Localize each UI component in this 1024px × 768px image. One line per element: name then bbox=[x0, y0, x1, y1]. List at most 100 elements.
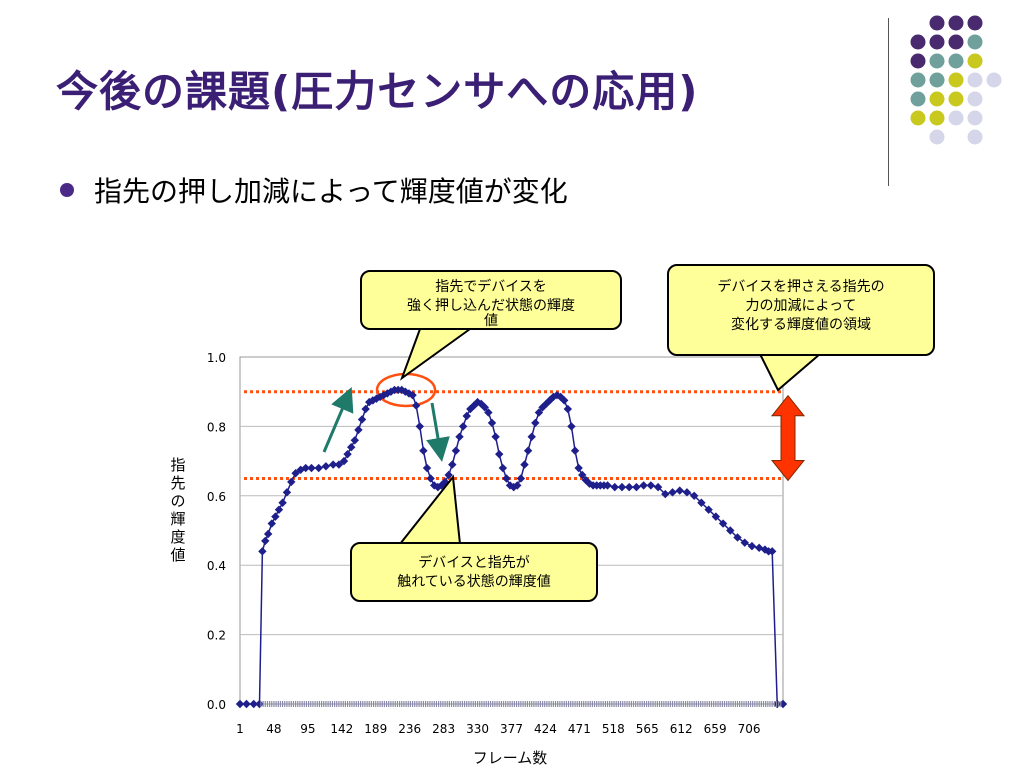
baseline-tick-mark bbox=[422, 701, 425, 707]
fall-arrow-icon bbox=[426, 402, 450, 462]
baseline-tick-mark bbox=[431, 701, 433, 707]
x-tick-label: 659 bbox=[704, 722, 727, 736]
x-tick-label: 706 bbox=[738, 722, 761, 736]
baseline-tick-mark bbox=[286, 701, 288, 707]
baseline-tick-mark bbox=[323, 701, 325, 707]
baseline-tick-mark bbox=[288, 701, 290, 707]
data-point bbox=[484, 408, 493, 417]
baseline-tick-mark bbox=[598, 701, 600, 707]
bullet-dot-icon bbox=[60, 183, 74, 197]
baseline-tick-mark bbox=[290, 701, 292, 707]
data-point bbox=[411, 401, 421, 410]
baseline-tick-mark bbox=[762, 701, 765, 707]
baseline-tick-mark bbox=[700, 701, 702, 707]
data-point bbox=[346, 443, 356, 452]
baseline-tick-mark bbox=[648, 701, 650, 707]
baseline-tick-mark bbox=[578, 701, 580, 707]
series-segment bbox=[570, 426, 576, 451]
baseline-tick-mark bbox=[715, 701, 717, 707]
data-point bbox=[567, 422, 576, 431]
baseline-tick-mark bbox=[639, 701, 641, 707]
baseline-tick-mark bbox=[628, 701, 630, 707]
baseline-tick-mark bbox=[507, 701, 509, 707]
baseline-tick-mark bbox=[756, 701, 758, 707]
data-point bbox=[632, 482, 641, 492]
baseline-tick-mark bbox=[561, 701, 563, 707]
baseline-tick-mark bbox=[505, 701, 507, 707]
baseline-tick-mark bbox=[752, 701, 754, 707]
baseline-tick-mark bbox=[301, 701, 303, 707]
baseline-tick-mark bbox=[526, 701, 528, 707]
data-point bbox=[271, 512, 280, 521]
baseline-tick-mark bbox=[743, 701, 745, 707]
data-point bbox=[343, 449, 352, 459]
baseline-tick-mark bbox=[656, 701, 658, 707]
data-point bbox=[282, 488, 292, 497]
baseline-tick-mark bbox=[654, 701, 656, 707]
data-point bbox=[563, 404, 573, 414]
decorative-dot-icon bbox=[967, 53, 983, 69]
baseline-tick-mark bbox=[554, 701, 557, 707]
baseline-tick-mark bbox=[418, 701, 420, 707]
baseline-tick-mark bbox=[652, 701, 654, 707]
baseline-tick-mark bbox=[414, 701, 416, 707]
baseline-tick-mark bbox=[463, 701, 466, 707]
decorative-dot-icon bbox=[929, 34, 945, 50]
baseline-tick-mark bbox=[349, 701, 351, 707]
baseline-tick-mark bbox=[702, 701, 704, 707]
data-point bbox=[733, 533, 742, 542]
x-tick-label: 48 bbox=[266, 722, 281, 736]
baseline-tick-mark bbox=[388, 701, 390, 707]
series-segment bbox=[258, 551, 264, 705]
decorative-dot-icon bbox=[967, 129, 983, 145]
y-tick-label: 0.8 bbox=[207, 420, 226, 434]
baseline-tick-mark bbox=[600, 701, 602, 707]
x-tick-label: 330 bbox=[466, 722, 489, 736]
data-point bbox=[675, 486, 684, 495]
baseline-tick-mark bbox=[622, 701, 624, 707]
data-point bbox=[545, 396, 554, 405]
baseline-tick-mark bbox=[570, 701, 572, 707]
data-point bbox=[415, 422, 424, 431]
data-point bbox=[574, 463, 583, 473]
series-layer bbox=[235, 385, 788, 709]
data-point bbox=[426, 474, 435, 483]
data-point bbox=[458, 422, 468, 431]
baseline-tick-mark bbox=[559, 701, 561, 707]
decorative-dot-icon bbox=[948, 72, 964, 88]
data-point bbox=[531, 418, 540, 428]
baseline-tick-mark bbox=[325, 701, 327, 707]
data-point bbox=[339, 456, 349, 466]
baseline-tick-mark bbox=[474, 701, 476, 707]
callout-touching-line1: デバイスと指先が bbox=[418, 555, 530, 571]
baseline-tick-mark bbox=[420, 701, 422, 707]
baseline-tick-mark bbox=[364, 701, 366, 707]
baseline-tick-mark bbox=[539, 701, 541, 707]
baseline-tick-mark bbox=[346, 701, 349, 707]
baseline-tick-mark bbox=[453, 701, 455, 707]
baseline-tick-mark bbox=[461, 701, 463, 707]
data-point bbox=[661, 489, 670, 499]
baseline-tick-mark bbox=[394, 701, 396, 707]
baseline-tick-mark bbox=[264, 701, 266, 707]
baseline-tick-mark bbox=[658, 701, 661, 707]
decorative-dot-icon bbox=[910, 53, 926, 69]
baseline-tick-mark bbox=[645, 701, 648, 707]
baseline-tick-mark bbox=[678, 701, 680, 707]
decorative-dot-icon bbox=[929, 72, 945, 88]
baseline-tick-mark bbox=[312, 701, 314, 707]
baseline-tick-mark bbox=[284, 701, 286, 707]
bullet-item: 指先の押し加減によって輝度値が変化 bbox=[60, 170, 568, 210]
baseline-tick-mark bbox=[721, 701, 723, 707]
data-point bbox=[516, 474, 526, 483]
baseline-tick-mark bbox=[550, 701, 552, 707]
callout-strong-press-line3: 値 bbox=[484, 313, 498, 329]
baseline-tick-mark bbox=[435, 701, 438, 707]
x-tick-label: 612 bbox=[670, 722, 693, 736]
callout-range-line2: 力の加減によって bbox=[745, 298, 857, 314]
baseline-tick-mark bbox=[778, 701, 780, 707]
plot-frame bbox=[239, 356, 784, 705]
baseline-tick-mark bbox=[375, 701, 377, 707]
baseline-tick-mark bbox=[511, 701, 513, 707]
